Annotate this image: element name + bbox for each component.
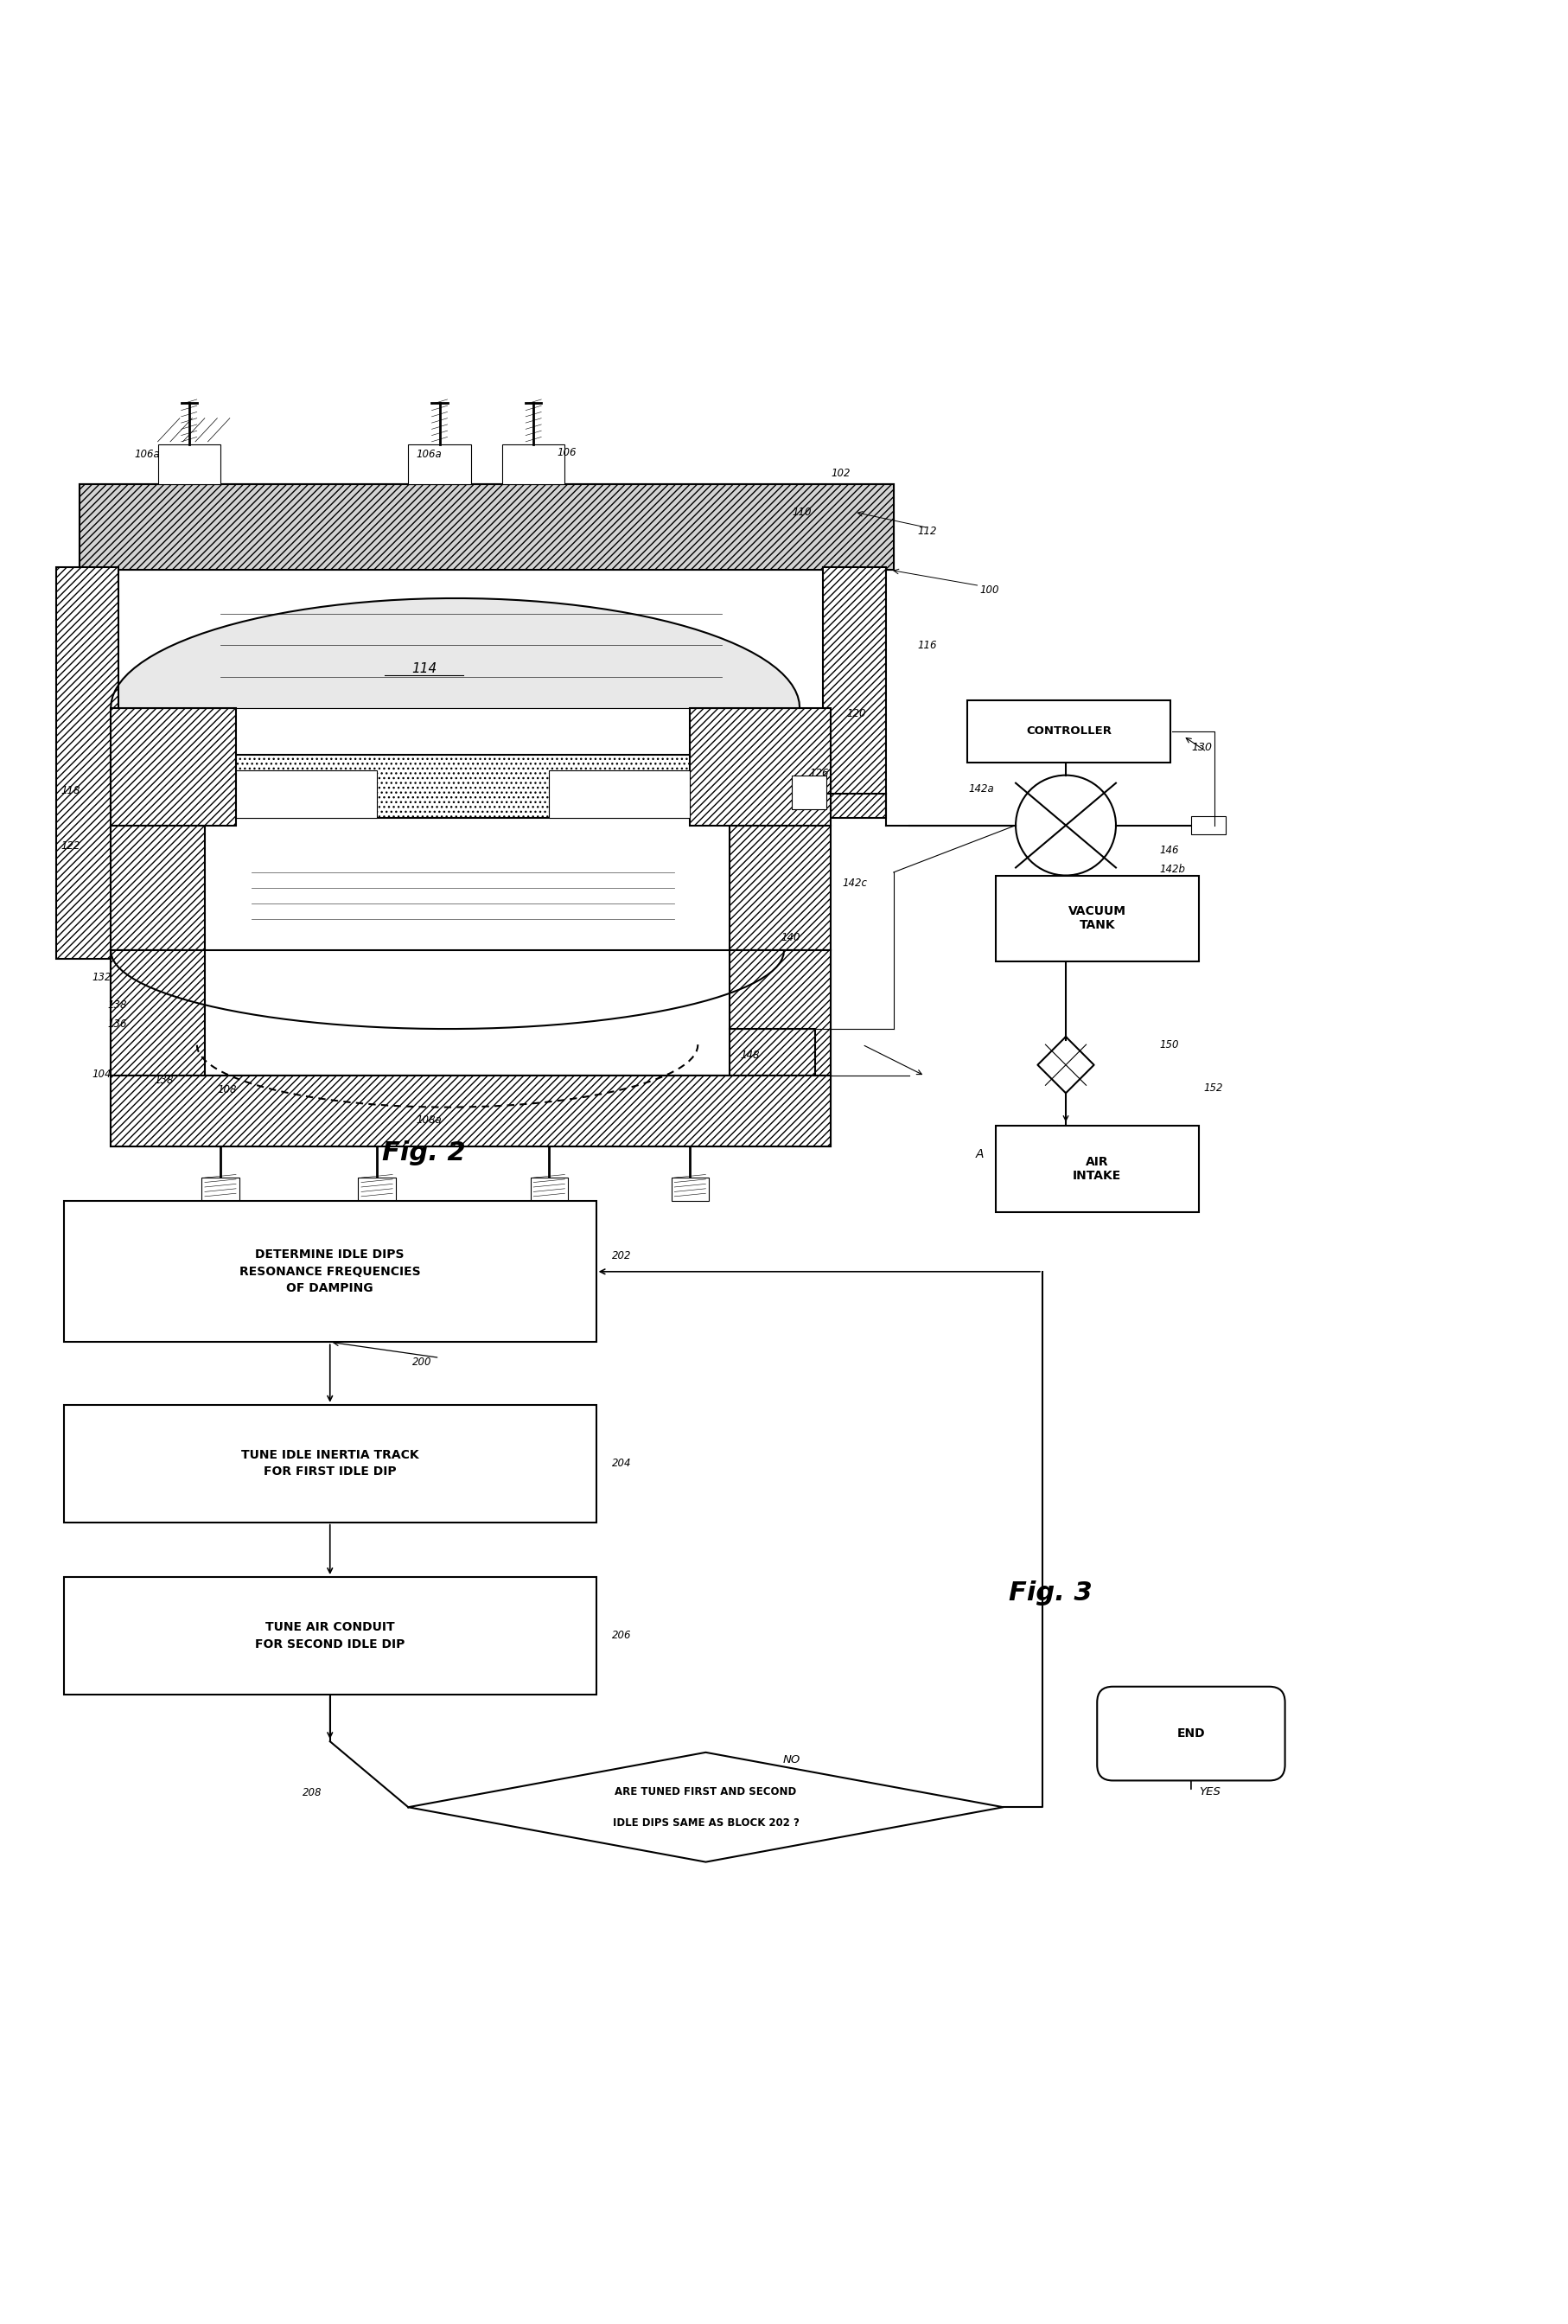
Text: YES: YES — [1200, 1785, 1220, 1796]
Bar — [358, 1178, 395, 1202]
Text: Fig. 2: Fig. 2 — [383, 1141, 466, 1164]
Text: 204: 204 — [612, 1457, 632, 1469]
Text: 116: 116 — [917, 639, 936, 651]
Text: Fig. 3: Fig. 3 — [1008, 1580, 1091, 1606]
Text: 142c: 142c — [842, 878, 867, 888]
Text: 128: 128 — [797, 788, 815, 797]
Bar — [237, 772, 376, 818]
Bar — [996, 876, 1200, 962]
Text: ARE TUNED FIRST AND SECOND: ARE TUNED FIRST AND SECOND — [615, 1785, 797, 1796]
Text: 132: 132 — [93, 971, 111, 983]
Bar — [549, 772, 690, 818]
Text: VACUUM
TANK: VACUUM TANK — [1068, 906, 1126, 932]
Text: NO: NO — [782, 1755, 801, 1766]
Text: 136: 136 — [108, 1018, 127, 1030]
Text: 118: 118 — [61, 786, 80, 797]
Text: TUNE AIR CONDUIT
FOR SECOND IDLE DIP: TUNE AIR CONDUIT FOR SECOND IDLE DIP — [256, 1622, 405, 1650]
Text: 112: 112 — [917, 525, 936, 537]
Text: 146: 146 — [1160, 844, 1179, 855]
Bar — [111, 709, 237, 825]
Text: IDLE DIPS SAME AS BLOCK 202 ?: IDLE DIPS SAME AS BLOCK 202 ? — [613, 1817, 800, 1829]
Text: 110: 110 — [792, 507, 811, 518]
Text: 138: 138 — [155, 1076, 174, 1085]
Text: 104: 104 — [93, 1069, 111, 1081]
Text: 102: 102 — [831, 467, 850, 479]
Bar — [158, 444, 221, 483]
Text: 148: 148 — [740, 1050, 759, 1062]
Bar — [729, 825, 831, 951]
Text: 152: 152 — [1204, 1083, 1223, 1095]
Text: 100: 100 — [980, 586, 999, 595]
Text: 114: 114 — [411, 662, 436, 676]
Bar — [64, 1578, 596, 1694]
Bar — [111, 1076, 831, 1146]
Text: 130: 130 — [1192, 741, 1212, 753]
Bar — [792, 776, 826, 809]
Text: 120: 120 — [847, 709, 866, 720]
Text: AIR
INTAKE: AIR INTAKE — [1073, 1155, 1121, 1183]
Bar — [671, 1178, 709, 1202]
Text: 150: 150 — [1160, 1039, 1179, 1050]
Bar — [111, 951, 831, 1076]
Text: 140: 140 — [781, 932, 800, 944]
Text: 144: 144 — [996, 720, 1014, 732]
Text: 108: 108 — [218, 1085, 237, 1095]
Text: 108a: 108a — [416, 1113, 442, 1125]
Bar — [202, 1178, 240, 1202]
Text: 106a: 106a — [416, 449, 442, 460]
Bar — [56, 567, 119, 957]
Bar — [823, 567, 886, 818]
Bar — [111, 951, 205, 1076]
Bar — [996, 1127, 1200, 1213]
Bar — [64, 1202, 596, 1341]
Text: 200: 200 — [412, 1357, 431, 1369]
Text: 106: 106 — [557, 446, 577, 458]
Bar — [64, 1404, 596, 1522]
Text: 142b: 142b — [1160, 865, 1185, 874]
Text: 126: 126 — [809, 767, 828, 779]
Text: DETERMINE IDLE DIPS
RESONANCE FREQUENCIES
OF DAMPING: DETERMINE IDLE DIPS RESONANCE FREQUENCIE… — [240, 1248, 420, 1294]
Bar — [80, 483, 894, 569]
Text: CONTROLLER: CONTROLLER — [1025, 725, 1112, 737]
Bar — [80, 483, 894, 569]
Bar — [1192, 816, 1226, 834]
FancyBboxPatch shape — [1098, 1687, 1286, 1780]
Bar — [111, 825, 205, 951]
Bar — [967, 700, 1171, 762]
Bar — [111, 1076, 831, 1146]
Text: 206: 206 — [612, 1629, 632, 1641]
Bar — [502, 444, 564, 483]
Text: A: A — [975, 1148, 983, 1160]
Text: TUNE IDLE INERTIA TRACK
FOR FIRST IDLE DIP: TUNE IDLE INERTIA TRACK FOR FIRST IDLE D… — [241, 1448, 419, 1478]
Text: 138: 138 — [108, 999, 127, 1011]
Bar — [690, 709, 831, 825]
Bar — [408, 444, 470, 483]
Text: 122: 122 — [61, 839, 80, 851]
Bar — [530, 1178, 568, 1202]
Bar — [729, 951, 831, 1076]
Text: 208: 208 — [303, 1787, 321, 1799]
Text: 202: 202 — [612, 1250, 632, 1262]
Bar — [111, 755, 831, 818]
Polygon shape — [408, 1752, 1004, 1862]
Text: 142a: 142a — [969, 783, 994, 795]
Text: END: END — [1178, 1727, 1206, 1741]
Text: 142: 142 — [1160, 883, 1179, 895]
Text: 106a: 106a — [135, 449, 160, 460]
